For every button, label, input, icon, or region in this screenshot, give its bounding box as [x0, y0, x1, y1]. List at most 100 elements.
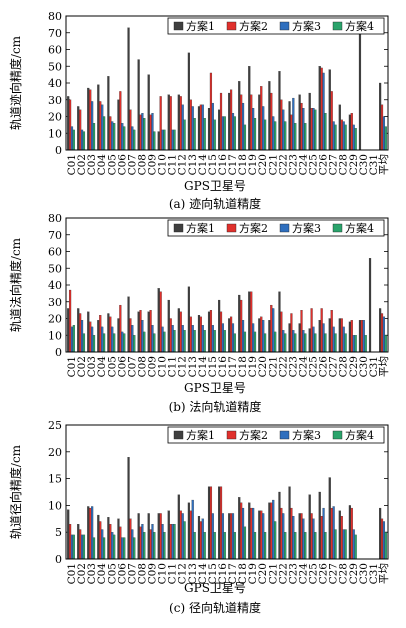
bar-方案2-C23 [290, 313, 293, 353]
bar-方案1-平均 [379, 82, 382, 151]
bar-方案3-C12 [181, 325, 184, 353]
x-tick-label: C08 [136, 154, 148, 175]
legend-swatch [332, 430, 343, 440]
bar-方案4-C01 [72, 129, 75, 151]
x-tick-label: C31 [368, 563, 380, 584]
bar-方案1-C26 [318, 66, 321, 151]
bar-方案4-C29 [354, 534, 357, 560]
bar-方案2-C06 [119, 91, 122, 151]
bar-方案3-C29 [352, 124, 355, 151]
bar-方案3-C10 [161, 524, 164, 560]
bar-方案3-C07 [131, 325, 134, 353]
bar-方案1-C01 [67, 509, 70, 560]
bar-方案4-C11 [173, 129, 176, 151]
bar-方案3-C10 [161, 326, 164, 353]
bar-方案3-C28 [342, 121, 345, 151]
legend-swatch [226, 21, 237, 31]
bar-方案2-C02 [79, 313, 82, 353]
y-tick-label: 5 [55, 526, 62, 539]
x-tick-label: C10 [157, 154, 169, 175]
bar-方案4-C15 [213, 330, 216, 353]
legend-label: 方案4 [345, 428, 374, 442]
x-tick-label: C03 [86, 154, 98, 175]
bar-方案2-C06 [119, 526, 122, 560]
bar-方案2-C17 [229, 316, 233, 353]
bar-方案1-C12 [177, 94, 180, 151]
bar-方案3-C18 [241, 507, 245, 560]
y-tick-label: 70 [48, 27, 62, 40]
bar-方案4-C01 [72, 534, 75, 560]
bar-方案4-C29 [354, 128, 357, 151]
bar-方案3-C24 [302, 108, 305, 151]
bar-方案2-C01 [68, 99, 72, 151]
x-tick-label: C06 [116, 356, 128, 378]
legend-label: 方案4 [345, 221, 374, 235]
bar-方案1-C04 [97, 320, 100, 353]
bar-方案3-C27 [332, 326, 335, 353]
legend-swatch [279, 223, 290, 233]
bar-方案4-C21 [274, 331, 277, 353]
chart-panel-2: 0 5 10 15 20 25 C01C02C03C04C05C06C07C08C09C10… [8, 419, 390, 615]
bar-方案3-C15 [211, 325, 214, 353]
bar-方案4-C14 [203, 330, 206, 353]
bar-方案2-C08 [139, 114, 142, 151]
bar-方案3-C05 [111, 326, 114, 353]
x-tick-label: C25 [308, 563, 320, 584]
bar-方案4-C05 [113, 534, 116, 560]
bar-方案2-C13 [189, 316, 192, 353]
bar-方案4-C22 [284, 333, 287, 353]
bar-方案2-C22 [280, 99, 283, 151]
bar-方案2-C11 [169, 524, 172, 560]
bar-方案2-C26 [320, 308, 323, 353]
bar-方案1-C27 [328, 477, 331, 560]
legend-swatch [226, 430, 237, 440]
bar-方案3-C04 [101, 104, 104, 151]
x-tick-label: C19 [247, 356, 259, 377]
bar-方案1-C19 [248, 291, 251, 353]
bar-方案2-C19 [250, 291, 253, 353]
x-axis-label: GPS卫星号 [184, 179, 246, 193]
bar-方案2-C16 [219, 311, 223, 353]
bar-方案3-C19 [252, 507, 255, 560]
bar-方案4-C15 [213, 532, 216, 560]
bar-方案3-平均 [382, 521, 386, 560]
bar-方案4-C02 [82, 333, 86, 353]
x-tick-label: C25 [308, 154, 320, 175]
bar-方案3-C01 [70, 326, 74, 353]
bar-方案3-C16 [221, 323, 225, 353]
bar-方案2-C27 [330, 310, 333, 353]
bar-方案4-平均 [384, 532, 387, 560]
bar-方案3-C13 [191, 499, 194, 560]
bar-方案1-C14 [197, 515, 201, 560]
bar-方案4-C19 [253, 118, 257, 151]
x-tick-label: C11 [167, 154, 179, 175]
x-axis-label: GPS卫星号 [184, 581, 246, 595]
legend-box [167, 17, 385, 35]
bar-方案2-C23 [290, 507, 293, 560]
bar-方案3-C17 [231, 113, 235, 151]
bar-方案1-平均 [379, 308, 382, 353]
x-tick-label: C16 [217, 563, 229, 585]
bar-方案3-C04 [101, 326, 104, 353]
bar-方案4-C19 [253, 532, 257, 560]
bar-方案1-C24 [298, 513, 301, 560]
x-tick-label: C02 [76, 563, 88, 584]
bar-方案1-C14 [197, 106, 201, 151]
x-tick-label: C12 [177, 356, 189, 377]
y-axis-label: 轨道迹向精度/cm [8, 35, 23, 130]
bar-方案2-C29 [350, 113, 353, 151]
bar-方案4-C13 [193, 118, 196, 151]
bar-方案4-C08 [143, 331, 146, 353]
bar-方案4-C12 [183, 119, 186, 151]
bar-方案2-C24 [300, 513, 303, 560]
bar-方案4-C20 [264, 119, 267, 151]
bar-方案1-C27 [328, 69, 331, 151]
bar-方案4-C27 [334, 124, 337, 151]
plot-frame [65, 217, 389, 353]
x-tick-label: C31 [368, 154, 380, 175]
x-tick-label: C14 [197, 563, 209, 585]
bar-方案4-C09 [153, 333, 156, 353]
bar-方案4-C06 [123, 537, 126, 560]
bar-方案1-C26 [318, 320, 321, 353]
bar-方案1-C21 [268, 81, 271, 151]
